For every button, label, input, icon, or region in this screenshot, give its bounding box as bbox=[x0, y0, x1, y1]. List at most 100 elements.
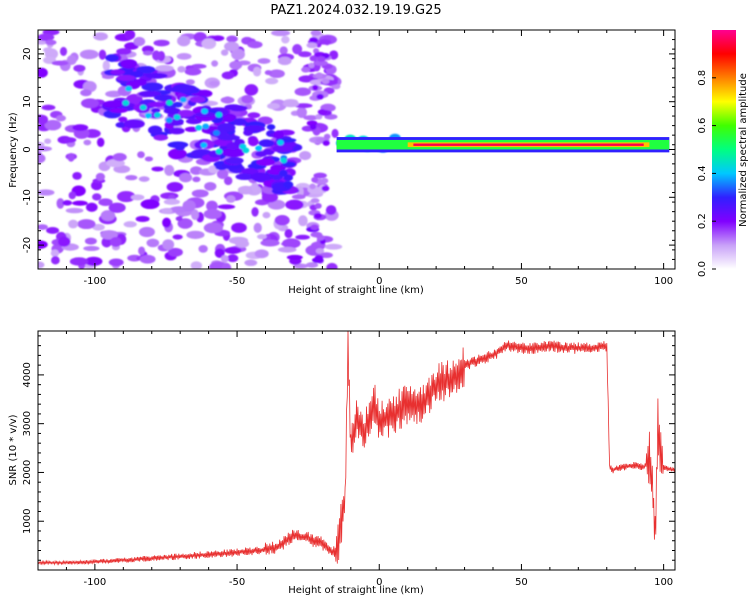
heatmap-cell bbox=[105, 90, 123, 98]
heatmap-cell bbox=[116, 74, 136, 81]
heatmap-cell bbox=[280, 157, 288, 164]
heatmap-cell bbox=[329, 50, 339, 60]
heatmap-cell bbox=[310, 30, 322, 36]
heatmap-cell bbox=[319, 252, 333, 259]
heatmap-cell bbox=[144, 112, 152, 119]
heatmap-cell bbox=[166, 182, 184, 192]
heatmap-cell bbox=[100, 230, 118, 240]
heatmap-cell bbox=[55, 115, 67, 122]
heatmap-cell bbox=[310, 198, 320, 204]
heatmap-cell bbox=[292, 44, 303, 55]
heatmap-cell bbox=[292, 263, 309, 269]
y-tick-label: 20 bbox=[22, 48, 33, 61]
heatmap-cell bbox=[153, 112, 161, 118]
heatmap-cell bbox=[38, 33, 55, 42]
heatmap-cell bbox=[38, 261, 45, 269]
heatmap-cell bbox=[283, 174, 294, 182]
heatmap-cell bbox=[165, 117, 173, 123]
heatmap-cell bbox=[308, 62, 315, 69]
heatmap-cell bbox=[59, 46, 68, 57]
heatmap-cell bbox=[271, 30, 291, 37]
heatmap-cell bbox=[186, 230, 205, 239]
heatmap-cell bbox=[331, 128, 339, 139]
heatmap-cell bbox=[138, 226, 155, 238]
heatmap-cell bbox=[44, 119, 62, 131]
heatmap-cell bbox=[231, 222, 247, 233]
heatmap-cell bbox=[305, 262, 319, 268]
heatmap-cell bbox=[68, 219, 79, 229]
colorbar-tick-label: 0.0 bbox=[697, 261, 708, 277]
heatmap-cell bbox=[283, 180, 294, 189]
heatmap-cell bbox=[178, 109, 194, 118]
heatmap-cell bbox=[309, 55, 317, 62]
heatmap-cell bbox=[277, 246, 297, 253]
heatmap-cell bbox=[184, 67, 202, 76]
spectrogram-ylabel: Frequency (Hz) bbox=[8, 112, 19, 188]
heatmap-cell bbox=[176, 53, 192, 60]
colorbar-tick-label: 0.2 bbox=[697, 213, 708, 229]
heatmap-cell bbox=[299, 151, 312, 161]
heatmap-cell bbox=[98, 49, 107, 60]
heatmap-cell bbox=[323, 133, 331, 140]
heatmap-cell bbox=[123, 221, 137, 228]
y-tick-label: -10 bbox=[22, 189, 33, 205]
heatmap-cell bbox=[247, 41, 263, 49]
heatmap-cell bbox=[108, 202, 126, 213]
heatmap-cell bbox=[195, 111, 215, 118]
heatmap-cell bbox=[277, 139, 284, 146]
heatmap-cell bbox=[43, 47, 54, 53]
heatmap-cell bbox=[138, 176, 150, 182]
heatmap-cell bbox=[312, 84, 319, 91]
heatmap-cell bbox=[50, 249, 60, 258]
heatmap-cell bbox=[217, 134, 240, 141]
heatmap-cell bbox=[44, 138, 52, 144]
heatmap-cell bbox=[221, 71, 235, 80]
heatmap-cell bbox=[162, 239, 175, 250]
heatmap-cell bbox=[209, 80, 220, 87]
heatmap-cell bbox=[254, 249, 269, 259]
heatmap-cell bbox=[313, 60, 328, 66]
heatmap-cell bbox=[192, 176, 201, 183]
heatmap-cell bbox=[152, 50, 161, 61]
heatmap-cell bbox=[322, 140, 330, 146]
heatmap-cell bbox=[266, 124, 276, 130]
heatmap-cell bbox=[130, 194, 145, 201]
heatmap-cell bbox=[139, 104, 147, 111]
x-tick-label: -50 bbox=[229, 276, 245, 287]
heatmap-cell bbox=[125, 93, 143, 106]
heatmap-cell bbox=[96, 137, 105, 148]
heatmap-cell bbox=[145, 72, 168, 79]
heatmap-cell bbox=[267, 102, 280, 110]
colorbar-label: Normalized spectral amplitude bbox=[738, 73, 749, 227]
heatmap-cell bbox=[112, 153, 127, 162]
heatmap-cell bbox=[247, 112, 261, 119]
heatmap-cell bbox=[285, 199, 304, 210]
heatmap-cell bbox=[38, 141, 45, 148]
heatmap-cell bbox=[314, 203, 322, 209]
snr-xlabel: Height of straight line (km) bbox=[288, 585, 424, 596]
heatmap-cell bbox=[211, 60, 219, 67]
heatmap-cell bbox=[38, 67, 48, 78]
heatmap-cell bbox=[241, 168, 259, 175]
heatmap-cell bbox=[202, 123, 210, 130]
heatmap-cell bbox=[77, 219, 96, 230]
heatmap-cell bbox=[93, 32, 108, 41]
heatmap-cell bbox=[168, 148, 187, 160]
heatmap-cell bbox=[190, 261, 203, 269]
heatmap-cell bbox=[105, 54, 119, 62]
heatmap-cell bbox=[80, 89, 92, 97]
heatmap-cell bbox=[262, 211, 271, 219]
heatmap-cell bbox=[73, 64, 86, 72]
heatmap-cell bbox=[252, 66, 262, 77]
heatmap-cell bbox=[298, 215, 308, 227]
heatmap-cell bbox=[225, 157, 244, 165]
heatmap-cell bbox=[224, 247, 242, 254]
heatmap-cell bbox=[220, 96, 235, 104]
heatmap-cell bbox=[163, 107, 181, 115]
heatmap-cell bbox=[85, 202, 98, 212]
heatmap-cell bbox=[63, 137, 77, 143]
colorbar-strip bbox=[712, 30, 736, 269]
heatmap-cell bbox=[286, 254, 303, 260]
x-tick-label: -50 bbox=[229, 577, 245, 588]
snr-panel: -100 -50 0 50 100 1000 2000 3000 4000 Height of … bbox=[8, 330, 676, 596]
